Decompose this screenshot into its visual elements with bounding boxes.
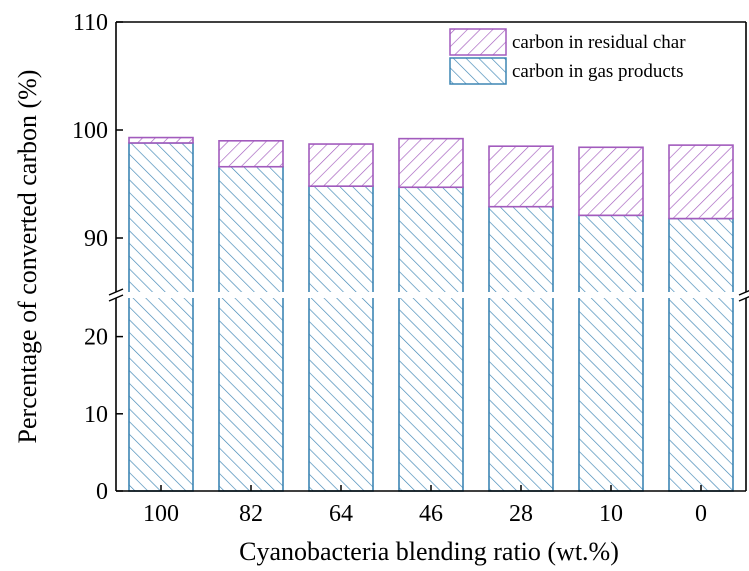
bar-gas-82 [218, 165, 284, 492]
bar-char-0 [668, 144, 734, 220]
legend-swatch-gas [449, 57, 507, 85]
axis-break-mark [738, 289, 749, 296]
bar-gas-10 [578, 214, 644, 492]
y-axis-title: Percentage of converted carbon (%) [13, 70, 42, 444]
y-tick-label: 20 [84, 325, 108, 351]
x-tick-label: 82 [239, 501, 263, 527]
legend-label: carbon in gas products [512, 61, 683, 82]
bar-char-64 [308, 143, 374, 187]
x-tick-label: 100 [143, 501, 179, 527]
y-tick-label: 90 [84, 226, 108, 252]
axis-break-mark [108, 294, 124, 302]
x-tick-label: 28 [509, 501, 533, 527]
x-tick-label: 10 [599, 501, 623, 527]
axis-break-mark [108, 288, 124, 296]
legend-label: carbon in residual char [512, 32, 686, 53]
bar-char-28 [488, 145, 554, 208]
legend-swatch-char [449, 28, 507, 56]
axis-break-mark [738, 295, 749, 302]
bar-gas-46 [398, 186, 464, 492]
x-axis-title: Cyanobacteria blending ratio (wt.%) [239, 537, 619, 566]
y-tick-label: 110 [73, 10, 108, 36]
x-tick-label: 0 [695, 501, 707, 527]
axes-group [106, 21, 749, 492]
x-tick-label: 64 [329, 501, 353, 527]
y-tick-label: 100 [72, 118, 108, 144]
bar-char-100 [128, 136, 194, 144]
bar-char-46 [398, 137, 464, 189]
labels-group: 100 82 64 46 28 10 00102090100110Cyanobacteria… [13, 10, 707, 566]
bar-gas-0 [668, 217, 734, 492]
bar-char-82 [218, 140, 284, 168]
bar-gas-64 [308, 185, 374, 492]
bars-group [128, 136, 734, 492]
axis-break-gap [106, 292, 749, 298]
bar-char-10 [578, 146, 644, 217]
y-tick-label: 0 [96, 479, 108, 505]
bar-gas-100 [128, 142, 194, 492]
legend: carbon in residual char carbon in gas pro… [449, 28, 686, 85]
x-tick-label: 46 [419, 501, 443, 527]
bar-gas-28 [488, 205, 554, 492]
y-tick-label: 10 [84, 402, 108, 428]
